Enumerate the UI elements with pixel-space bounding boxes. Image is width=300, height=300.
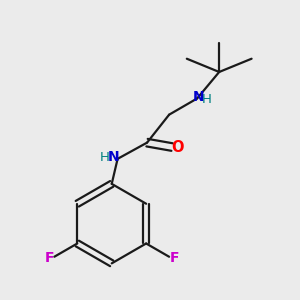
Text: H: H <box>99 151 109 164</box>
Text: F: F <box>44 251 54 265</box>
Text: H: H <box>202 93 212 106</box>
Text: N: N <box>193 90 204 104</box>
Text: O: O <box>171 140 184 154</box>
Text: N: N <box>107 150 119 164</box>
Text: F: F <box>169 251 179 265</box>
